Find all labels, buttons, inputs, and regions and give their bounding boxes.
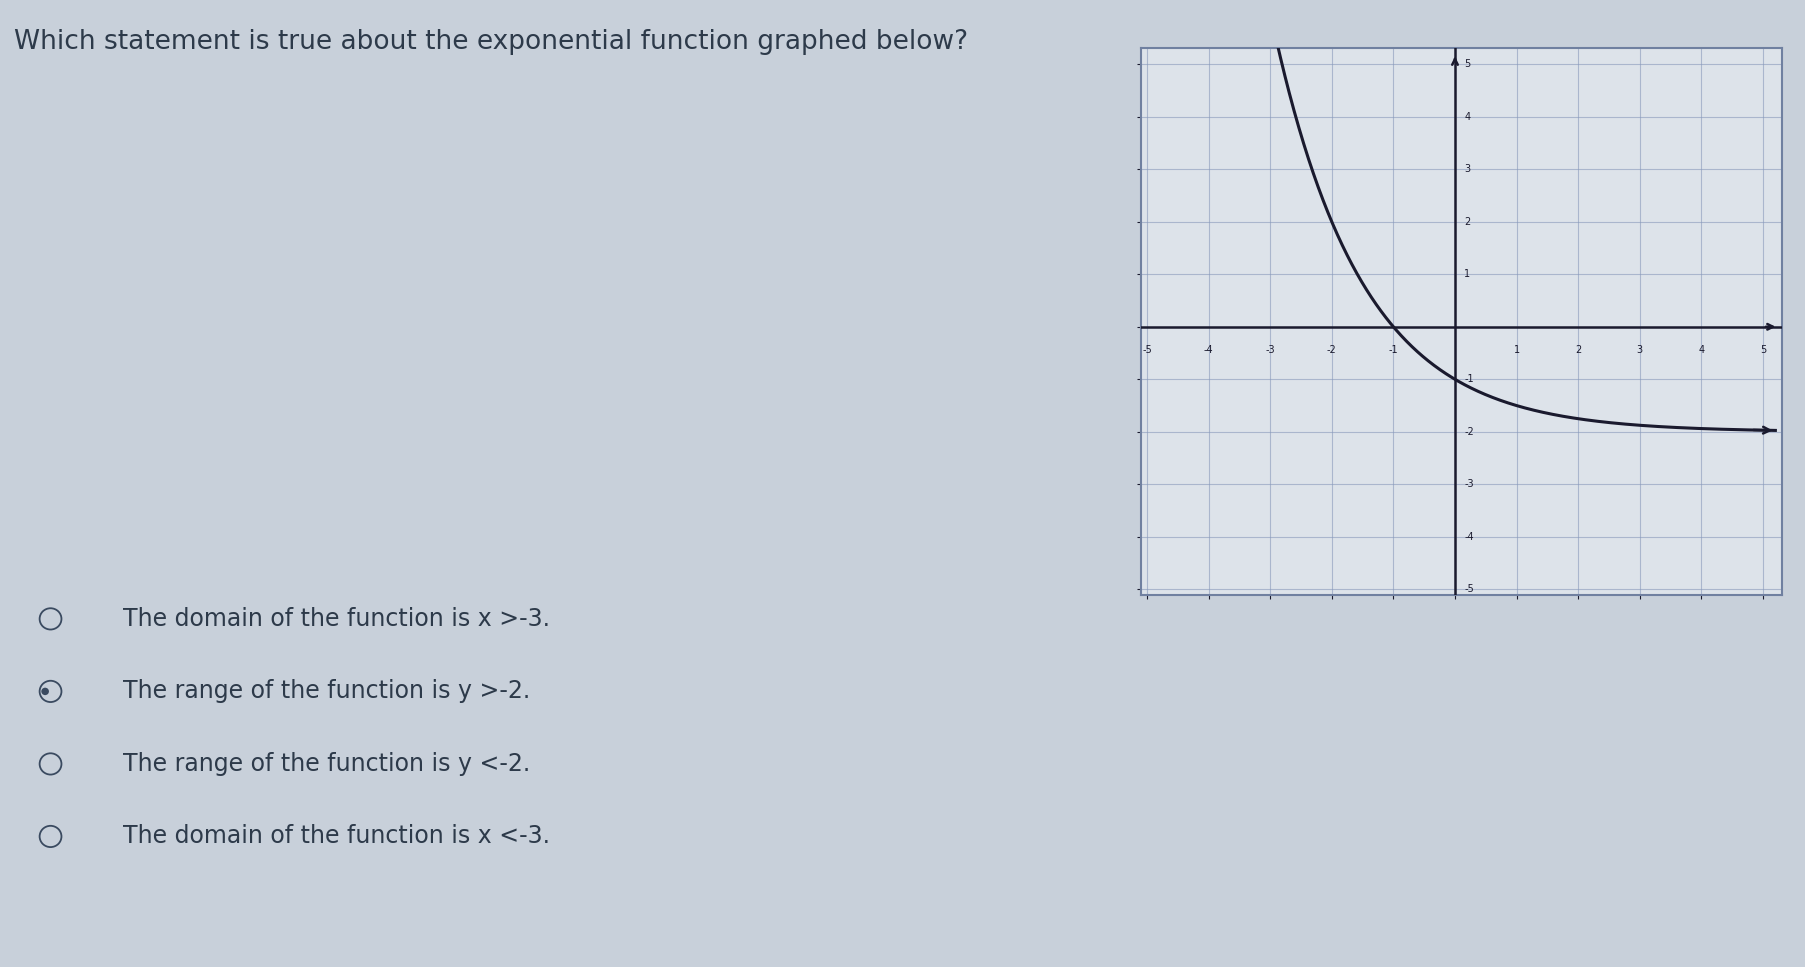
Text: 4: 4	[1464, 111, 1471, 122]
Text: 1: 1	[1514, 345, 1520, 355]
Text: 5: 5	[1464, 59, 1471, 69]
Text: -3: -3	[1464, 480, 1475, 489]
Text: 2: 2	[1464, 217, 1471, 226]
Text: -2: -2	[1327, 345, 1338, 355]
Text: -4: -4	[1204, 345, 1213, 355]
Text: -2: -2	[1464, 426, 1475, 437]
Text: -4: -4	[1464, 532, 1475, 542]
Text: The range of the function is y >-2.: The range of the function is y >-2.	[123, 680, 531, 703]
Text: -3: -3	[1265, 345, 1274, 355]
Text: 2: 2	[1576, 345, 1581, 355]
Text: -5: -5	[1464, 584, 1475, 595]
Text: 5: 5	[1760, 345, 1765, 355]
Text: 3: 3	[1464, 164, 1471, 174]
Text: The domain of the function is x <-3.: The domain of the function is x <-3.	[123, 825, 551, 848]
Text: -5: -5	[1143, 345, 1152, 355]
Text: Which statement is true about the exponential function graphed below?: Which statement is true about the expone…	[14, 29, 969, 55]
Text: 1: 1	[1464, 269, 1471, 279]
Text: 3: 3	[1637, 345, 1643, 355]
Text: The domain of the function is x >-3.: The domain of the function is x >-3.	[123, 607, 551, 630]
Text: The range of the function is y <-2.: The range of the function is y <-2.	[123, 752, 531, 776]
Text: -1: -1	[1464, 374, 1475, 384]
Text: 4: 4	[1699, 345, 1704, 355]
Text: -1: -1	[1388, 345, 1399, 355]
